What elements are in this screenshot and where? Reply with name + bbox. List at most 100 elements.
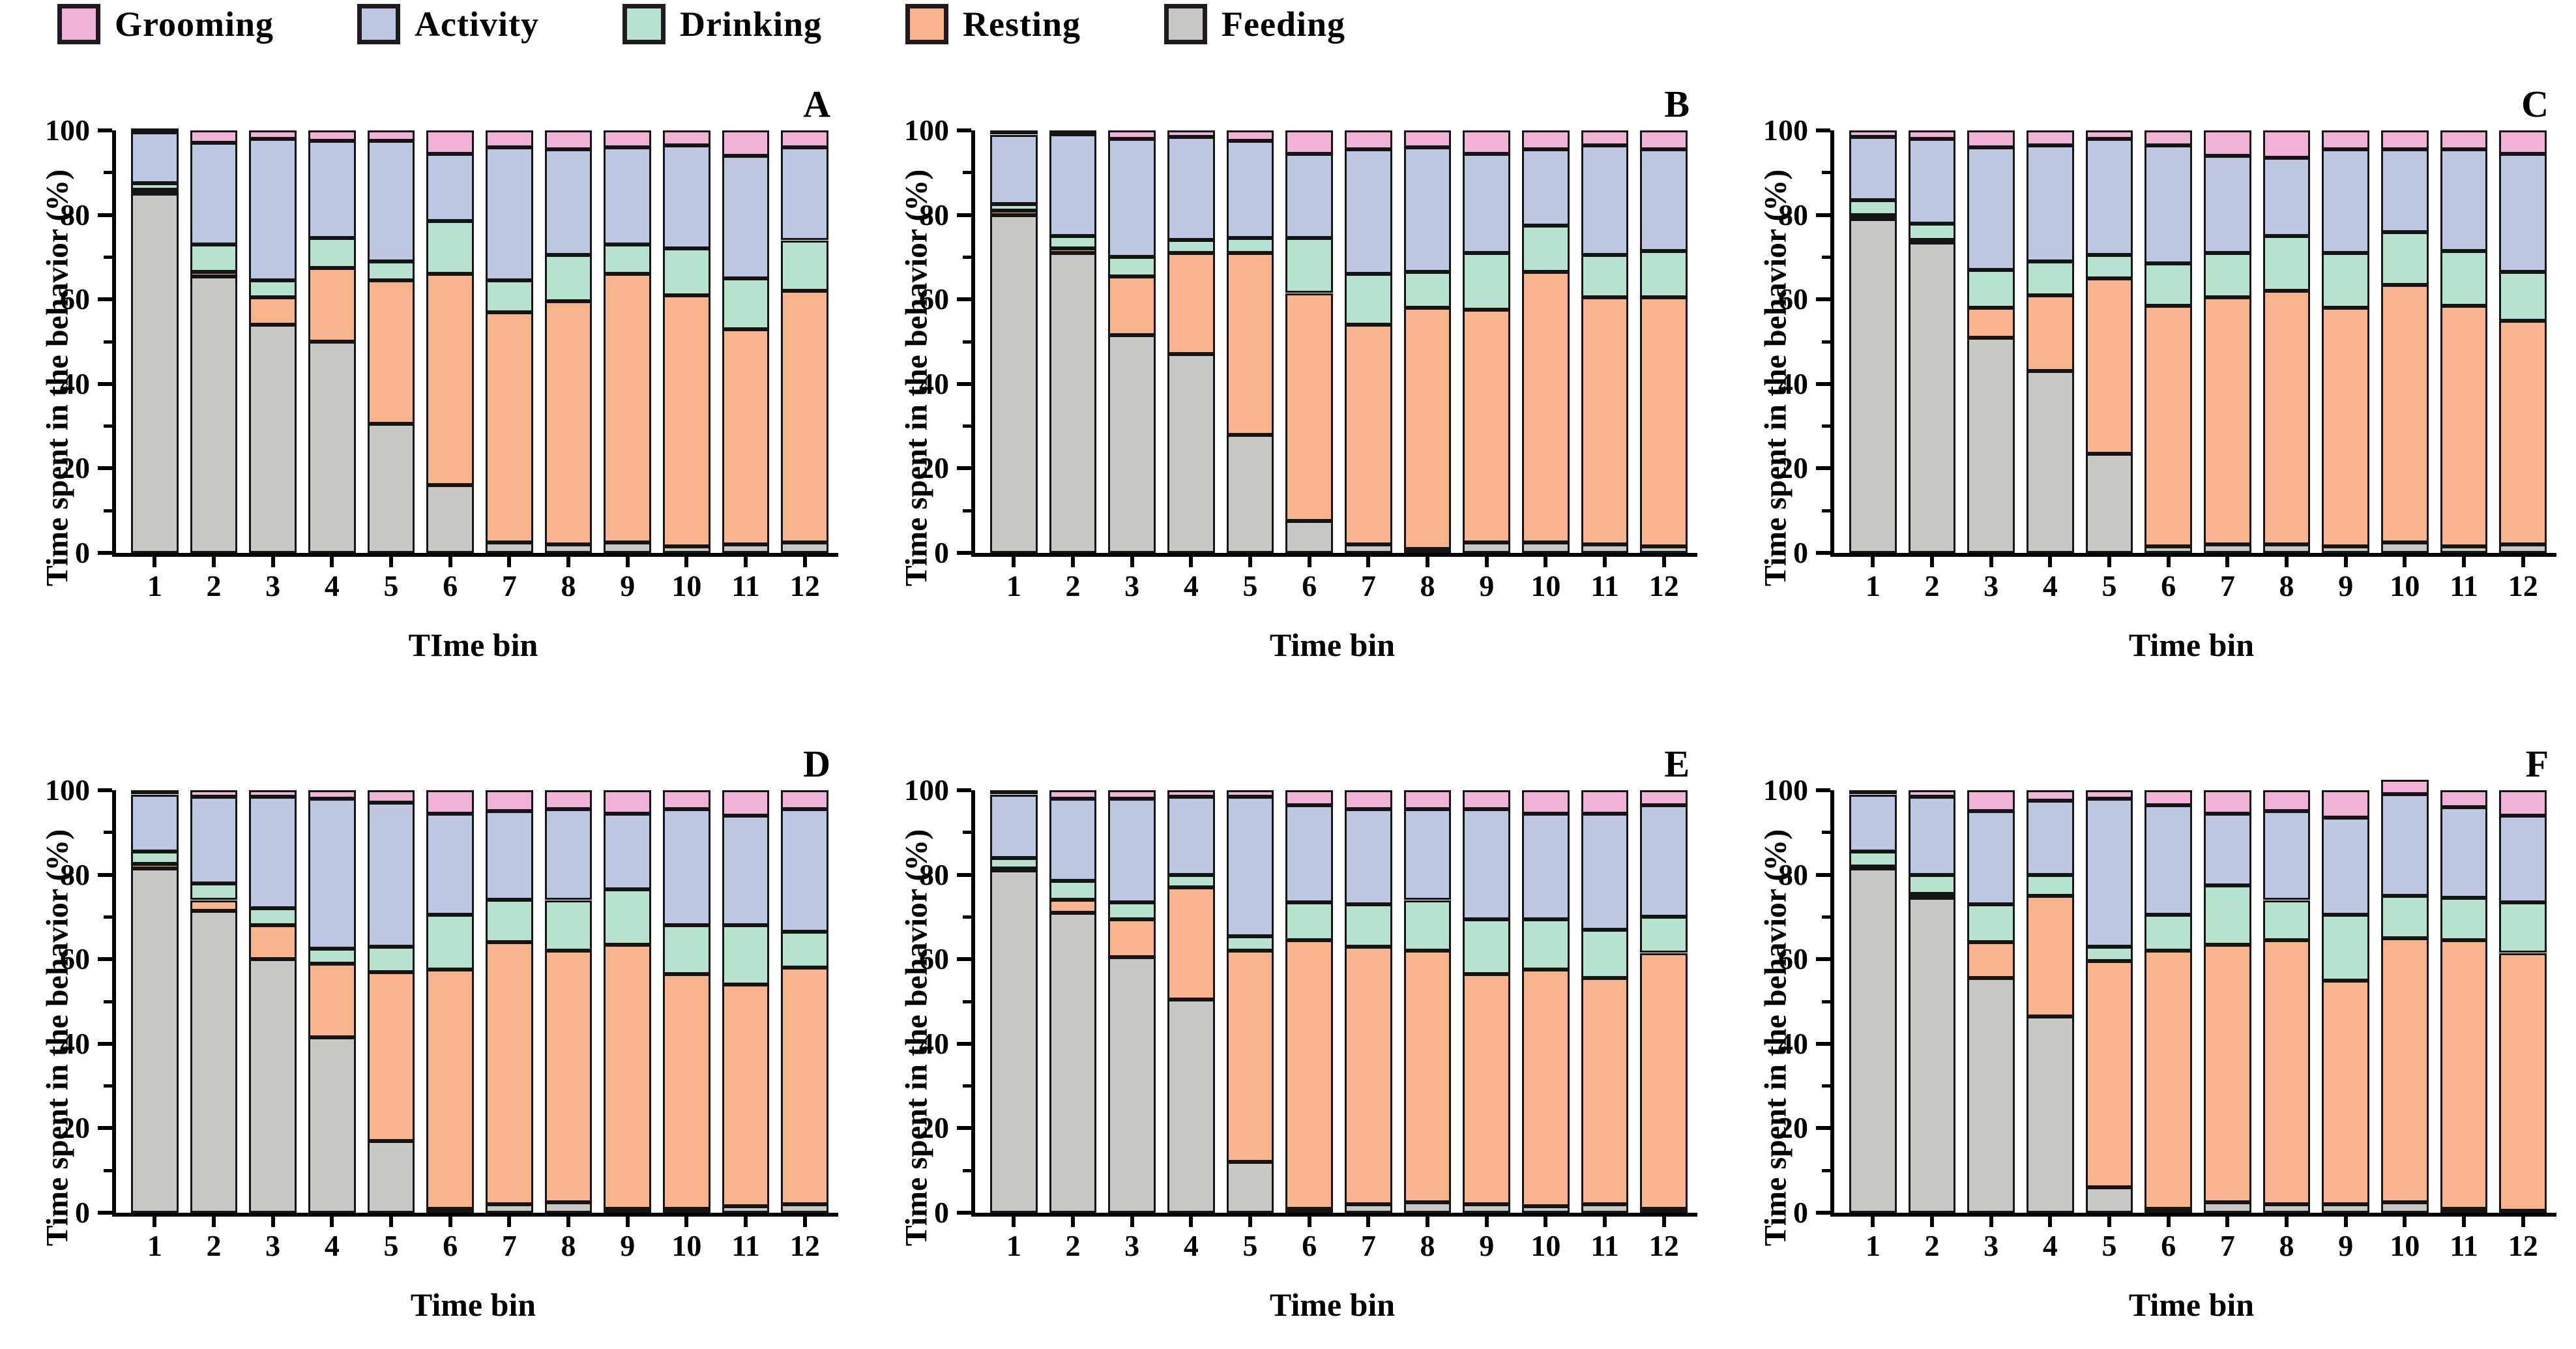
segment-resting (1908, 893, 1956, 898)
x-tick-label: 6 (2161, 1229, 2176, 1262)
y-tick-label: 100 (45, 113, 90, 147)
stacked-bar (544, 130, 593, 553)
x-tick-label: 7 (501, 1229, 517, 1262)
bars-row (116, 128, 838, 553)
y-tick-major (98, 551, 112, 555)
y-tick-minor (963, 915, 971, 919)
segment-drinking (1463, 252, 1511, 310)
stacked-bar (1522, 790, 1570, 1213)
segment-feeding (604, 1208, 652, 1213)
segment-feeding (190, 910, 238, 1213)
plot-area: 0 20 40 60 80 100 1 2 3 4 5 6 7 8 9 10 11 12 (45, 775, 838, 1262)
segment-feeding (1403, 548, 1452, 553)
segment-feeding (1463, 542, 1511, 553)
y-tick-major (98, 466, 112, 471)
legend-label-drinking: Drinking (679, 5, 823, 44)
plot-area: 0 20 40 60 80 100 1 2 3 4 5 6 7 8 9 10 11 12 (904, 775, 1697, 1262)
segment-drinking (722, 925, 770, 985)
stacked-bar (1285, 790, 1334, 1213)
stacked-bar (190, 790, 238, 1213)
segment-drinking (367, 261, 415, 281)
segment-grooming (722, 790, 770, 816)
y-tick-label: 100 (45, 773, 90, 807)
x-tick-mark (684, 1215, 689, 1227)
stacked-bar (2499, 130, 2547, 553)
bar-timebin-10 (1516, 130, 1575, 553)
y-tick-major (98, 297, 112, 302)
y-tick-label: 80 (919, 198, 949, 231)
bar-timebin-12 (2493, 130, 2553, 553)
x-tick-cell: 3 (243, 553, 302, 603)
x-tick-mark (2285, 556, 2289, 567)
drinking-swatch-icon (622, 4, 666, 44)
segment-grooming (1049, 790, 1097, 799)
segment-resting (722, 329, 770, 545)
y-tick-minor (963, 424, 971, 428)
segment-activity (1581, 145, 1629, 256)
bar-timebin-3 (243, 130, 302, 553)
x-tick-cell: 6 (1280, 553, 1339, 603)
y-tick-minor (104, 915, 112, 919)
segment-feeding (2440, 546, 2488, 553)
segment-feeding (1849, 219, 1897, 553)
x-tick-label: 2 (206, 569, 222, 602)
y-tick-label: 20 (919, 451, 949, 485)
bar-timebin-11 (716, 790, 776, 1213)
segment-resting (1967, 308, 2015, 338)
bar-timebin-8 (539, 130, 598, 553)
segment-grooming (1908, 790, 1956, 797)
segment-grooming (190, 130, 238, 143)
segment-drinking (2144, 915, 2193, 951)
y-tick-label: 40 (60, 366, 90, 400)
x-tick-label: 2 (1065, 569, 1081, 602)
x-tick-mark (1071, 556, 1075, 567)
y-tick-label: 60 (60, 282, 90, 316)
legend-item-resting: Resting (905, 4, 1081, 44)
segment-resting (190, 900, 238, 911)
segment-activity (1226, 141, 1274, 239)
x-axis-title: Time bin (2128, 1286, 2255, 1323)
x-tick-mark (2225, 556, 2230, 567)
segment-drinking (1522, 225, 1570, 273)
segment-resting (367, 971, 415, 1141)
segment-activity (1967, 147, 2015, 270)
stacked-bar (1640, 790, 1688, 1213)
segment-feeding (990, 215, 1038, 553)
x-tick-label: 10 (671, 1229, 702, 1262)
segment-feeding (190, 276, 238, 553)
segment-resting (781, 291, 829, 542)
bar-timebin-2 (1044, 130, 1103, 553)
segment-feeding (2381, 542, 2429, 553)
segment-drinking (2204, 885, 2251, 945)
segment-grooming (990, 130, 1038, 135)
y-tick-minor (1822, 171, 1830, 175)
stacked-bar (2322, 130, 2370, 553)
bar-timebin-3 (1102, 130, 1162, 553)
stacked-bar (2027, 790, 2074, 1213)
segment-drinking (249, 280, 297, 297)
bar-timebin-11 (1575, 790, 1635, 1213)
segment-grooming (190, 790, 238, 797)
segment-grooming (308, 790, 356, 799)
segment-activity (1463, 809, 1511, 919)
segment-activity (1522, 149, 1570, 226)
segment-grooming (367, 130, 415, 141)
segment-feeding (1403, 1202, 1452, 1213)
segment-activity (2027, 801, 2074, 875)
segment-resting (1403, 951, 1452, 1202)
segment-activity (367, 803, 415, 947)
x-tick-mark (802, 556, 807, 567)
bar-timebin-5 (362, 790, 421, 1213)
y-tick-label: 20 (1778, 451, 1808, 485)
panel-b: Time spent in the behavior (%) 0 20 40 60 80 1… (866, 60, 1713, 689)
segment-activity (1403, 147, 1452, 273)
x-tick-label: 8 (2279, 1229, 2294, 1262)
segment-activity (722, 815, 770, 926)
x-tick-mark (2107, 1215, 2112, 1227)
segment-grooming (2027, 130, 2074, 145)
segment-resting (1049, 248, 1097, 253)
x-tick-label: 2 (1924, 1229, 1940, 1262)
x-tick-label: 5 (2101, 569, 2117, 602)
bar-timebin-1 (125, 790, 184, 1213)
segment-feeding (1522, 542, 1570, 553)
